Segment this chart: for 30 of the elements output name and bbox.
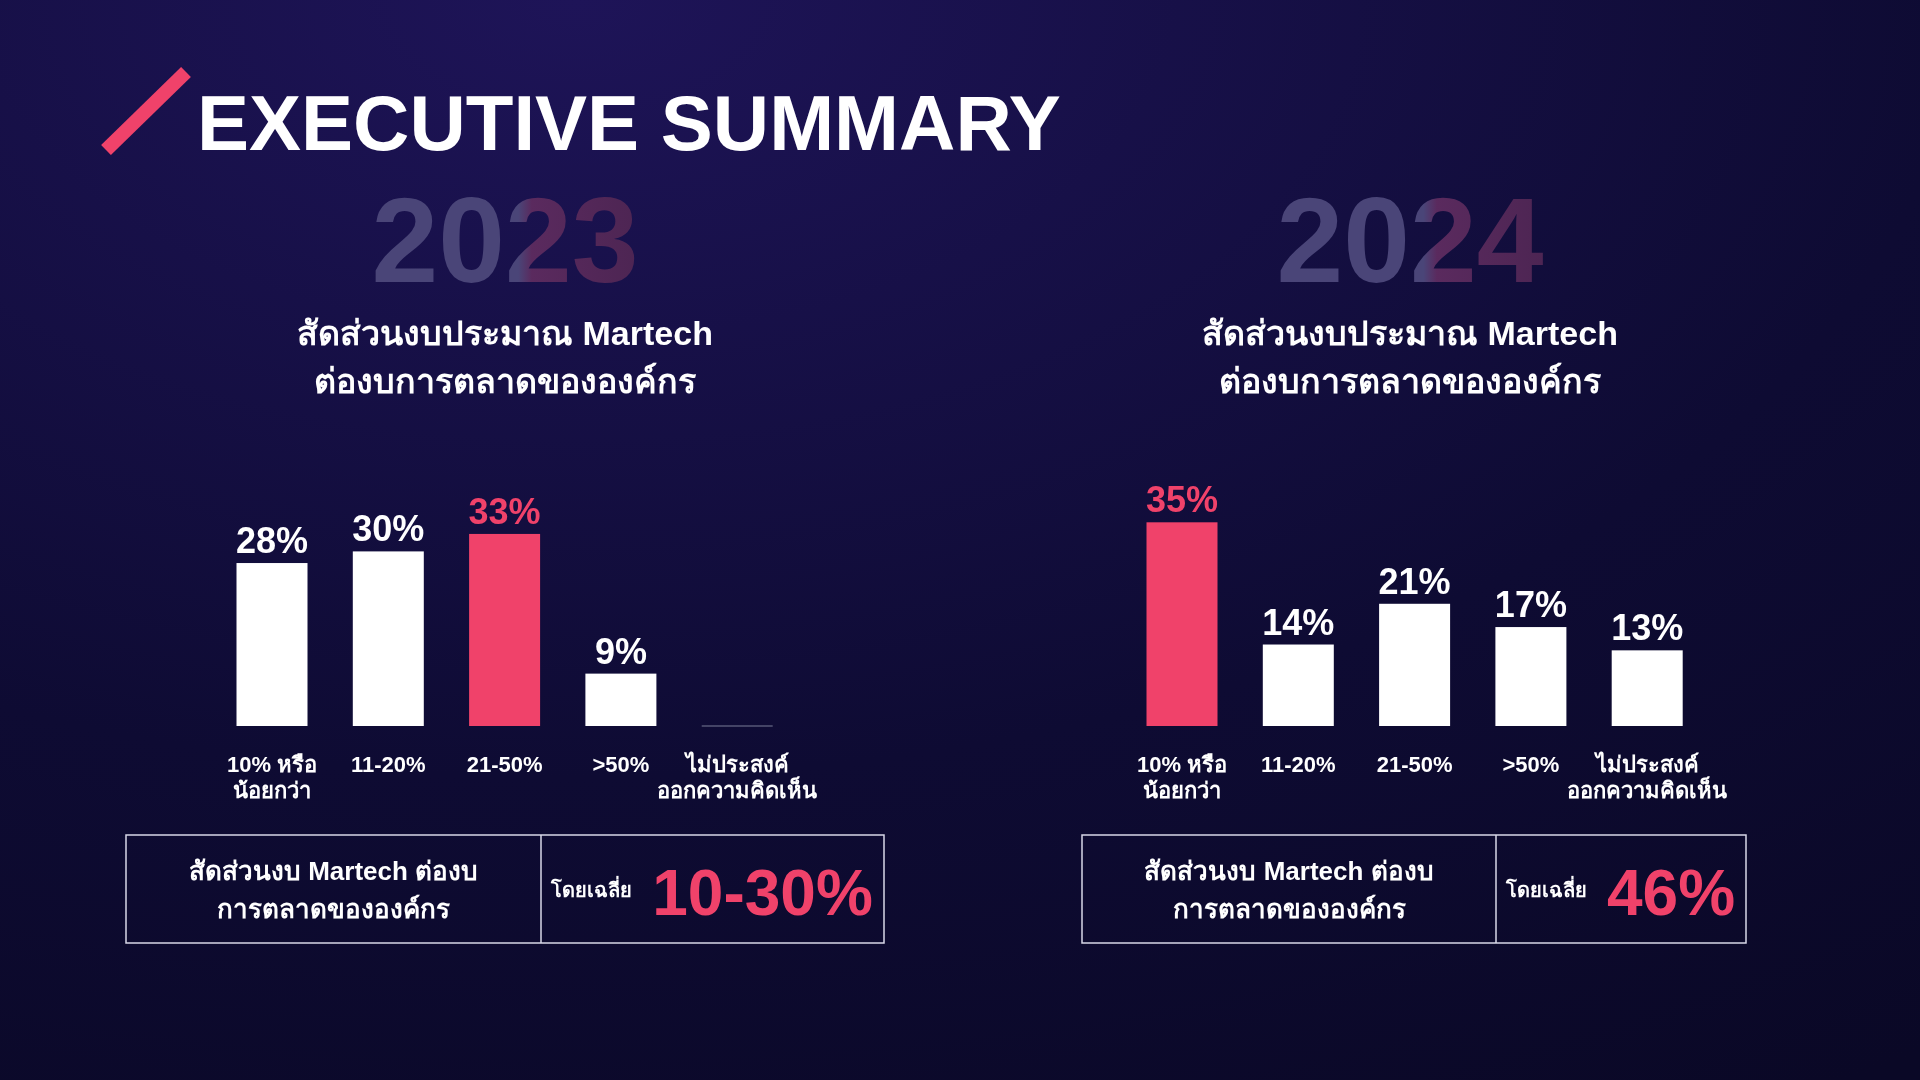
- text: EXECUTIVE SUMMARY: [197, 79, 1061, 167]
- text: โดยเฉลี่ย: [549, 875, 632, 901]
- x-tick-label: 11-20%: [350, 752, 426, 777]
- data-label: 14%: [1262, 601, 1335, 643]
- data-label: 35%: [1145, 479, 1219, 521]
- data-label: 21%: [1378, 560, 1451, 602]
- chart-subtitle: 2023: [371, 173, 639, 307]
- x-tick-label: 10% หรือ น้อยกว่า: [1136, 752, 1228, 803]
- chart-title: สัดส่วนงบประมาณ Martech ต่องบการตลาดขององค์กร: [297, 314, 713, 400]
- text: สัดส่วนงบ Martech ต่องบ การตลาดขององค์กร: [1144, 856, 1434, 924]
- x-tick-label: >50%: [592, 752, 650, 777]
- data-label: 28%: [235, 520, 309, 562]
- x-tick-label: ไม่ประสงค์ ออกความคิดเห็น: [657, 751, 818, 803]
- data-label: 17%: [1494, 584, 1567, 626]
- data-label: 13%: [1611, 607, 1684, 649]
- data-label: 9%: [594, 630, 647, 672]
- text: โดยเฉลี่ย: [1504, 875, 1587, 901]
- x-tick-label: >50%: [1502, 752, 1560, 777]
- x-tick-label: 11-20%: [1260, 752, 1336, 777]
- chart-title: สัดส่วนงบประมาณ Martech ต่องบการตลาดขององค์กร: [1202, 314, 1618, 400]
- x-tick-label: ไม่ประสงค์ ออกความคิดเห็น: [1567, 751, 1728, 803]
- text: 46%: [1606, 857, 1736, 929]
- data-label: 33%: [468, 490, 541, 532]
- text: 10-30%: [652, 857, 873, 929]
- text: สัดส่วนงบ Martech ต่องบ การตลาดขององค์กร: [188, 856, 479, 924]
- x-tick-label: 10% หรือ น้อยกว่า: [226, 752, 318, 803]
- chart-subtitle: 2024: [1276, 173, 1544, 307]
- x-tick-label: 21-50%: [1376, 752, 1453, 777]
- x-tick-label: 21-50%: [466, 752, 543, 777]
- data-label: 30%: [352, 508, 425, 550]
